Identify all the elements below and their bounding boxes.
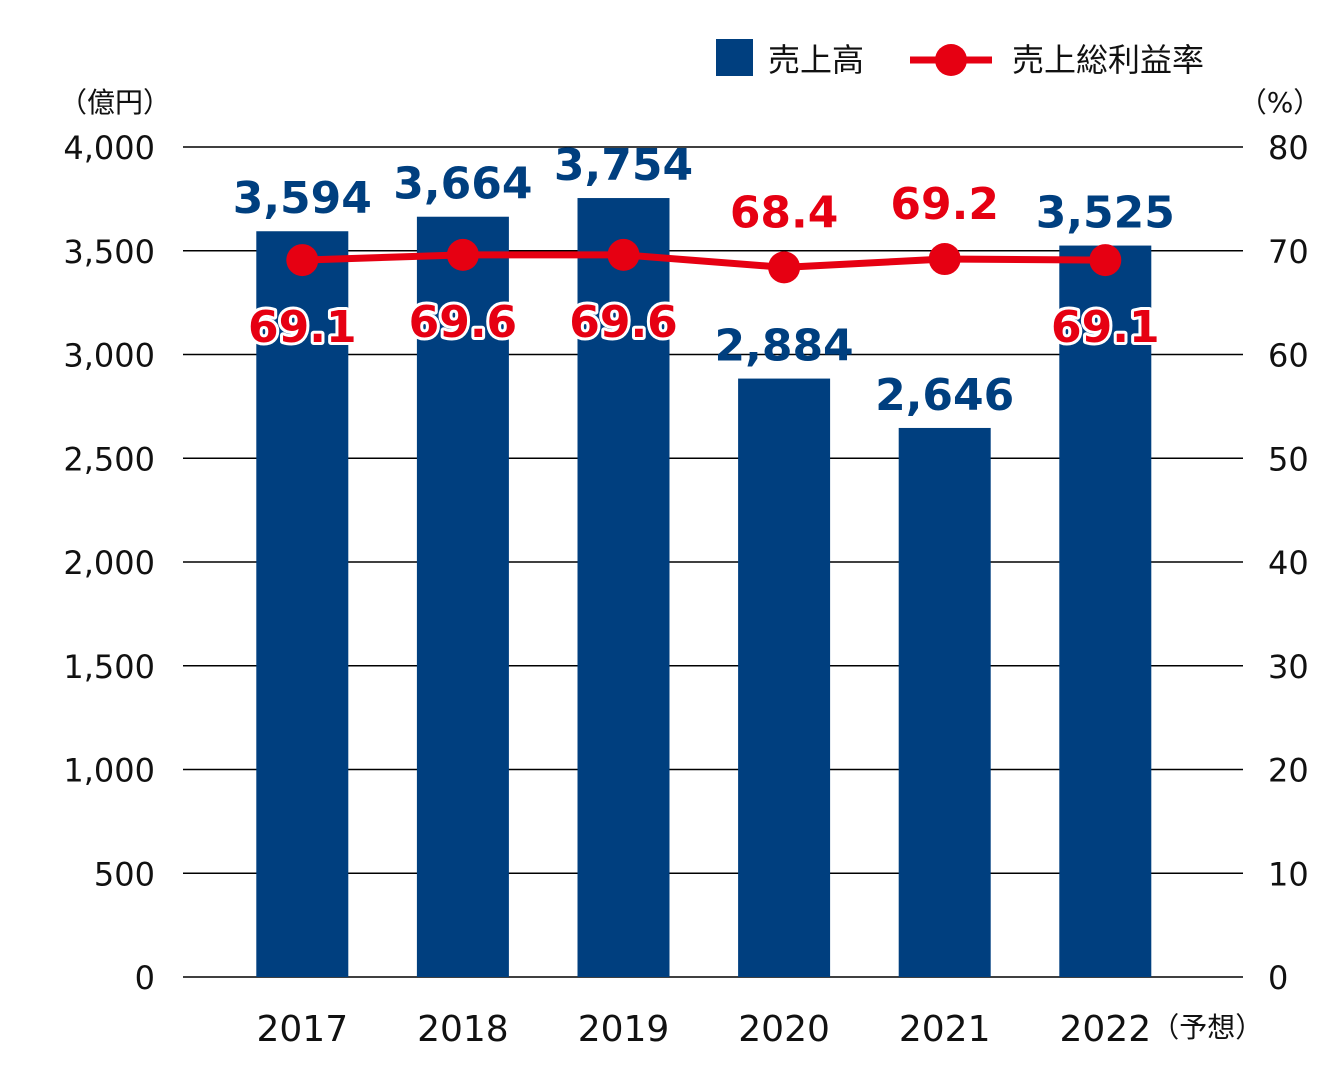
legend-margin-marker — [935, 44, 967, 76]
margin-value-label: 69.6 — [569, 297, 678, 348]
sales-value-label: 3,664 — [393, 159, 532, 210]
left-tick-label: 2,500 — [63, 440, 155, 478]
left-tick-label: 2,000 — [63, 544, 155, 582]
x-tick-suffix: （予想） — [1151, 1011, 1263, 1044]
bar-sales-2020 — [738, 378, 831, 977]
gross-margin-line — [286, 238, 1122, 284]
x-tick-label: 2022 — [1059, 1009, 1151, 1050]
bar-sales-2021 — [898, 427, 991, 978]
bar-sales-2022 — [1059, 245, 1152, 977]
legend-sales-label: 売上高 — [768, 41, 864, 79]
right-tick-label: 80 — [1268, 129, 1309, 167]
sales-value-label: 3,594 — [233, 173, 372, 224]
margin-point-2017 — [286, 244, 319, 277]
left-tick-label: 4,000 — [63, 129, 155, 167]
grid-lines — [183, 146, 1243, 978]
left-tick-label: 500 — [94, 855, 155, 893]
axes: （億円） （%） 05001,0001,5002,0002,5003,0003,… — [59, 86, 1321, 1050]
legend-sales-swatch — [716, 39, 753, 76]
x-tick-label: 2021 — [899, 1009, 991, 1050]
left-tick-label: 1,000 — [63, 752, 155, 790]
legend: 売上高 売上総利益率 — [716, 39, 1204, 79]
legend-margin-label: 売上総利益率 — [1012, 41, 1204, 79]
margin-value-label: 68.4 — [730, 187, 839, 238]
left-tick-label: 3,500 — [63, 233, 155, 271]
margin-value-label: 69.6 — [409, 297, 518, 348]
sales-value-label: 3,754 — [554, 140, 693, 191]
right-tick-label: 0 — [1268, 959, 1288, 997]
right-tick-label: 20 — [1268, 752, 1309, 790]
left-tick-label: 1,500 — [63, 648, 155, 686]
left-tick-label: 3,000 — [63, 337, 155, 375]
right-tick-label: 10 — [1268, 855, 1309, 893]
margin-point-2019 — [607, 238, 640, 271]
left-axis-unit: （億円） — [59, 86, 171, 119]
bar-sales-2019 — [577, 198, 670, 978]
sales-value-label: 2,646 — [875, 370, 1014, 421]
right-tick-label: 70 — [1268, 233, 1309, 271]
margin-point-2022 — [1089, 244, 1122, 277]
right-axis-unit: （%） — [1239, 86, 1322, 119]
sales-value-label: 3,525 — [1036, 188, 1175, 239]
margin-point-2018 — [446, 238, 479, 271]
bar-sales-2017 — [256, 231, 349, 977]
right-tick-label: 50 — [1268, 440, 1309, 478]
right-tick-label: 40 — [1268, 544, 1309, 582]
sales-bars — [256, 198, 1152, 978]
bar-sales-2018 — [416, 216, 509, 978]
right-tick-label: 30 — [1268, 648, 1309, 686]
margin-point-2020 — [768, 251, 801, 284]
x-tick-label: 2017 — [256, 1009, 348, 1050]
data-labels: 3,594 3,664 3,754 2,884 2,646 3,525 69.1 69.6 69… — [233, 140, 1175, 421]
x-tick-label: 2019 — [578, 1009, 670, 1050]
x-tick-label: 2018 — [417, 1009, 509, 1050]
margin-value-label: 69.1 — [1051, 302, 1160, 353]
sales-value-label: 2,884 — [715, 321, 854, 372]
x-tick-label: 2020 — [738, 1009, 830, 1050]
margin-value-label: 69.1 — [248, 302, 357, 353]
margin-point-2021 — [928, 243, 961, 276]
left-tick-label: 0 — [135, 959, 155, 997]
margin-line-path — [302, 251, 1106, 271]
right-tick-label: 60 — [1268, 337, 1309, 375]
margin-value-label: 69.2 — [890, 179, 999, 230]
